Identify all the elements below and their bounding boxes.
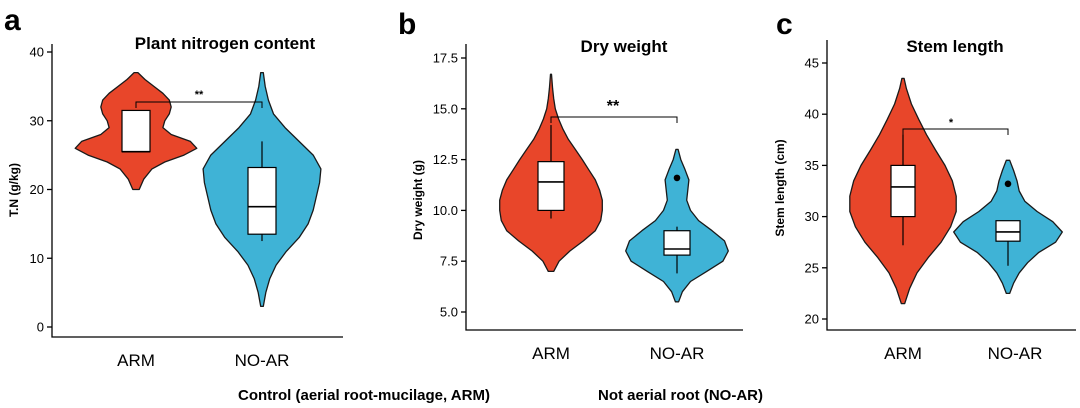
y-tick-label: 12.5 <box>433 152 458 167</box>
significance-b: ** <box>550 98 678 123</box>
significance-label: ** <box>195 89 204 101</box>
box-arm <box>537 161 565 212</box>
y-ticks-c: 20 25 30 35 40 45 <box>805 56 827 327</box>
x-tick-label-noar-c: NO-AR <box>988 344 1043 363</box>
panel-label-c: c <box>776 8 793 41</box>
outlier-point <box>1004 180 1012 188</box>
box-arm <box>121 109 151 153</box>
box-no-ar <box>247 166 277 235</box>
significance-c: * <box>902 117 1009 135</box>
x-tick-label-arm-b: ARM <box>532 344 570 363</box>
panel-b: b Dry weight Dry weight (g) 5.0 7.5 10.0 12… <box>398 8 743 363</box>
y-tick-label: 0 <box>37 320 44 335</box>
axis-frame-a <box>51 44 343 338</box>
x-tick-label-noar-a: NO-AR <box>235 351 290 370</box>
violin-no-ar <box>625 148 729 303</box>
y-tick-label: 40 <box>805 107 819 122</box>
x-tick-label-arm-a: ARM <box>117 351 155 370</box>
axis-frame-b <box>465 44 743 331</box>
y-ticks-b: 5.0 7.5 10.0 12.5 15.0 17.5 <box>433 51 466 320</box>
significance-bracket <box>135 101 263 108</box>
violins-c <box>849 77 1063 305</box>
y-tick-label: 35 <box>805 158 819 173</box>
caption-not-aerial: Not aerial root (NO-AR) <box>598 387 763 404</box>
x-tick-label-noar-b: NO-AR <box>650 344 705 363</box>
outlier-point <box>673 174 681 182</box>
chart-title-c: Stem length <box>906 37 1003 56</box>
chart-title-a: Plant nitrogen content <box>135 34 316 53</box>
panel-a: a Plant nitrogen content T.N (g/kg) 0 10 2… <box>4 4 343 370</box>
y-tick-label: 30 <box>805 209 819 224</box>
y-tick-label: 20 <box>30 182 44 197</box>
axis-frame-c <box>826 40 1076 331</box>
y-tick-label: 10.0 <box>433 203 458 218</box>
significance-bracket <box>550 116 678 123</box>
x-tick-label-arm-c: ARM <box>884 344 922 363</box>
violins-a <box>74 71 322 308</box>
y-tick-label: 15.0 <box>433 101 458 116</box>
significance-a: ** <box>135 89 263 108</box>
significance-label: * <box>949 117 954 129</box>
panel-c: c Stem length Stem length (cm) 20 25 30 35 4… <box>773 8 1076 363</box>
significance-label: ** <box>607 98 620 115</box>
box-arm <box>890 164 916 218</box>
y-tick-label: 5.0 <box>440 305 458 320</box>
violins-b <box>499 73 729 303</box>
y-tick-label: 25 <box>805 260 819 275</box>
y-tick-label: 7.5 <box>440 254 458 269</box>
y-tick-label: 17.5 <box>433 51 458 66</box>
y-axis-label-b: Dry weight (g) <box>411 160 425 240</box>
box-no-ar <box>663 230 691 256</box>
y-tick-label: 40 <box>30 45 44 60</box>
y-tick-label: 45 <box>805 56 819 71</box>
significance-bracket <box>902 128 1009 135</box>
caption-control: Control (aerial root-mucilage, ARM) <box>238 387 490 404</box>
panel-label-a: a <box>4 4 21 37</box>
y-tick-label: 30 <box>30 113 44 128</box>
chart-title-b: Dry weight <box>581 37 668 56</box>
y-tick-label: 20 <box>805 312 819 327</box>
box-no-ar <box>995 220 1021 242</box>
panel-label-b: b <box>398 8 416 41</box>
y-axis-label-a: T.N (g/kg) <box>7 163 21 217</box>
y-axis-label-c: Stem length (cm) <box>773 139 787 236</box>
y-ticks-a: 0 10 20 30 40 <box>30 45 52 335</box>
y-tick-label: 10 <box>30 251 44 266</box>
